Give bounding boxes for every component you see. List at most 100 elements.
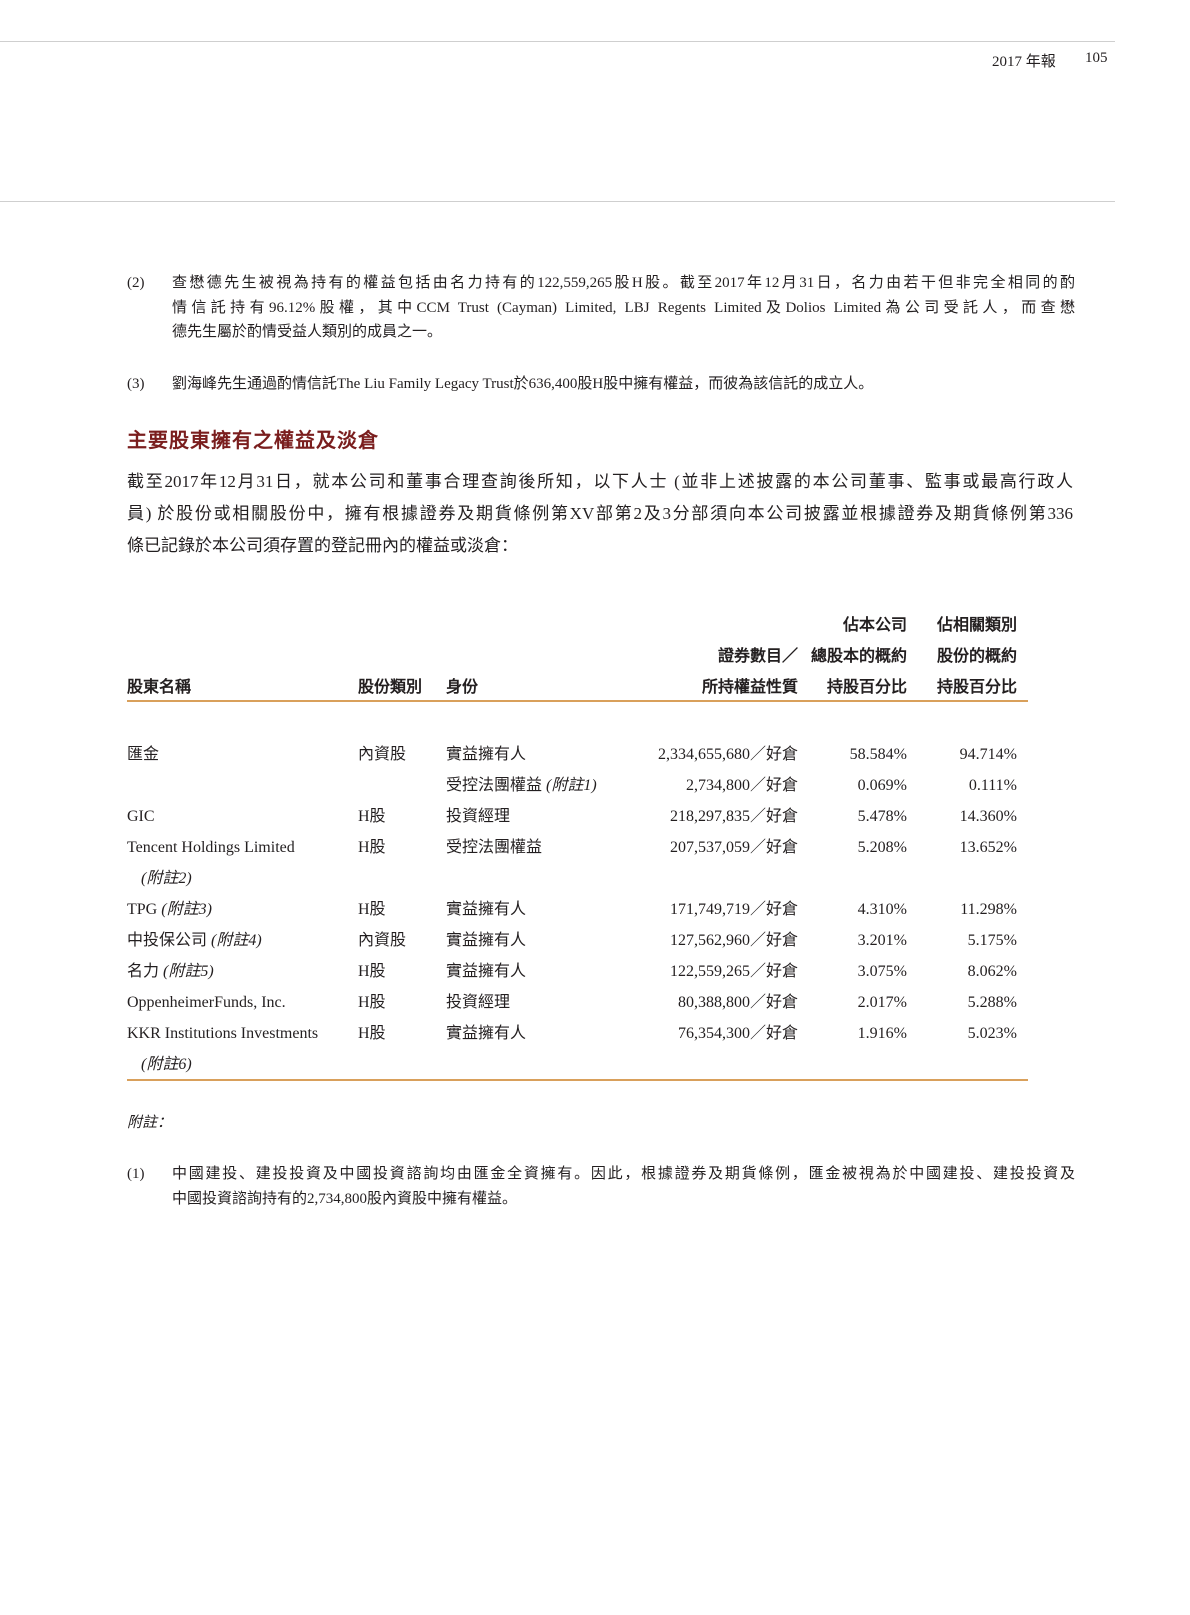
pct-total: 5.208%: [857, 839, 907, 856]
note-ref: (附註2): [141, 870, 192, 887]
intro-line: 條已記錄於本公司須存置的登記冊內的權益或淡倉：: [127, 536, 518, 555]
note-number: (3): [127, 376, 145, 392]
top-rule: [0, 41, 1115, 42]
table-row: OppenheimerFunds, Inc. H股 投資經理 80,388,800／好…: [127, 987, 1028, 1018]
shares-held: 2,334,655,680／好倉: [657, 746, 798, 763]
intro-paragraph: 截至2017年12月31日，就本公司和董事合理查詢後所知，以下人士 (並非上述披…: [127, 466, 1073, 562]
share-class: H股: [358, 808, 386, 825]
pct-class: 5.288%: [967, 994, 1017, 1011]
footnote-1: (1) 中國建投、建投投資及中國投資諮詢均由匯金全資擁有。因此，根據證券及期貨條…: [127, 1162, 1075, 1211]
capacity: 實益擁有人: [446, 901, 527, 918]
note-line: 中國建投、建投投資及中國投資諮詢均由匯金全資擁有。因此，根據證券及期貨條例，匯金…: [172, 1166, 1075, 1182]
capacity: 受控法團權益: [446, 777, 543, 794]
intro-line: 員) 於股份或相關股份中，擁有根據證券及期貨條例第XV部第2及3分部須向本公司披…: [127, 504, 1073, 523]
share-class: H股: [358, 839, 386, 856]
intro-line: 截至2017年12月31日，就本公司和董事合理查詢後所知，以下人士 (並非上述披…: [127, 472, 1073, 491]
note-line: 劉海峰先生通過酌情信託The Liu Family Legacy Trust於6…: [172, 376, 874, 392]
pct-class: 0.111%: [968, 777, 1017, 794]
header-rule: [127, 700, 1028, 702]
pct-total: 58.584%: [849, 746, 907, 763]
pct-total: 0.069%: [857, 777, 907, 794]
shareholder-name: TPG: [127, 901, 158, 918]
capacity: 投資經理: [446, 808, 511, 825]
shares-held: 122,559,265／好倉: [669, 963, 798, 980]
capacity: 實益擁有人: [446, 963, 527, 980]
section-title: 主要股東擁有之權益及淡倉: [127, 430, 379, 452]
table-bottom-rule: [127, 1079, 1028, 1081]
pct-class: 14.360%: [959, 808, 1017, 825]
capacity: 實益擁有人: [446, 932, 527, 949]
share-class: H股: [358, 901, 386, 918]
shares-held: 171,749,719／好倉: [669, 901, 798, 918]
header-pct-total: 持股百分比: [826, 679, 907, 696]
capacity: 投資經理: [446, 994, 511, 1011]
note-ref: (附註1): [546, 777, 597, 794]
header-bottom-rule: [0, 201, 1115, 202]
share-class: 內資股: [358, 746, 407, 763]
header-pct-class: 佔相關類別: [936, 617, 1017, 634]
pct-total: 3.075%: [857, 963, 907, 980]
header-class: 股份類別: [358, 679, 423, 696]
header-pct-total: 佔本公司: [842, 617, 907, 634]
note-number: (1): [127, 1166, 145, 1182]
pct-class: 5.023%: [967, 1025, 1017, 1042]
shares-held: 76,354,300／好倉: [677, 1025, 798, 1042]
note-line: 情信託持有96.12%股權，其中CCM Trust (Cayman) Limit…: [172, 299, 1075, 316]
shares-held: 207,537,059／好倉: [669, 839, 798, 856]
page-number: 105: [1085, 50, 1108, 66]
note-ref: (附註3): [161, 901, 212, 918]
pct-class: 94.714%: [959, 746, 1017, 763]
table-row: 中投保公司 (附註4) 內資股 實益擁有人 127,562,960／好倉 3.201% 5…: [127, 925, 1028, 956]
report-title: 2017 年報: [992, 54, 1056, 70]
table-row: Tencent Holdings Limited (附註2) H股 受控法團權益 207…: [127, 832, 1028, 887]
header-pct-total: 總股本的概約: [810, 648, 907, 665]
capacity: 實益擁有人: [446, 1025, 527, 1042]
shares-held: 80,388,800／好倉: [677, 994, 798, 1011]
note-line: 德先生屬於酌情受益人類別的成員之一。: [172, 324, 443, 340]
pct-class: 5.175%: [967, 932, 1017, 949]
share-class: H股: [358, 994, 386, 1011]
pct-total: 3.201%: [857, 932, 907, 949]
header-pct-class: 股份的概約: [936, 648, 1017, 665]
header-capacity: 身份: [446, 679, 479, 696]
table-row: 受控法團權益 (附註1) 2,734,800／好倉 0.069% 0.111%: [127, 770, 1028, 801]
capacity: 受控法團權益: [446, 839, 543, 856]
pct-total: 1.916%: [857, 1025, 907, 1042]
shareholder-name: 匯金: [127, 746, 160, 763]
note-number: (2): [127, 275, 145, 291]
pct-class: 8.062%: [967, 963, 1017, 980]
shares-held: 127,562,960／好倉: [669, 932, 798, 949]
table-row: 名力 (附註5) H股 實益擁有人 122,559,265／好倉 3.075% 8.062…: [127, 956, 1028, 987]
footnotes-label: 附註：: [127, 1115, 173, 1131]
note-ref: (附註5): [163, 963, 214, 980]
header-shares: 所持權益性質: [701, 679, 798, 696]
shares-held: 218,297,835／好倉: [669, 808, 798, 825]
pct-total: 4.310%: [857, 901, 907, 918]
note-ref: (附註6): [141, 1056, 192, 1073]
note-line: 查懋德先生被視為持有的權益包括由名力持有的122,559,265股H股。截至20…: [172, 275, 1075, 291]
share-class: H股: [358, 1025, 386, 1042]
shareholder-name: 中投保公司: [127, 932, 208, 949]
note-2: (2) 查懋德先生被視為持有的權益包括由名力持有的122,559,265股H股。…: [127, 271, 1075, 345]
pct-total: 5.478%: [857, 808, 907, 825]
note-ref: (附註4): [211, 932, 262, 949]
table-row: TPG (附註3) H股 實益擁有人 171,749,719／好倉 4.310% 11.2…: [127, 894, 1028, 925]
shareholder-name: OppenheimerFunds, Inc.: [127, 994, 286, 1011]
table-row: GIC H股 投資經理 218,297,835／好倉 5.478% 14.360%: [127, 801, 1028, 832]
header-name: 股東名稱: [127, 679, 192, 696]
shareholder-name: 名力: [127, 963, 160, 980]
pct-class: 11.298%: [960, 901, 1017, 918]
note-line: 中國投資諮詢持有的2,734,800股內資股中擁有權益。: [172, 1190, 518, 1207]
header-pct-class: 持股百分比: [936, 679, 1017, 696]
shareholder-name: Tencent Holdings Limited: [127, 839, 295, 856]
table-row: KKR Institutions Investments (附註6) H股 實益擁有人…: [127, 1018, 1028, 1073]
share-class: H股: [358, 963, 386, 980]
note-3: (3) 劉海峰先生通過酌情信託The Liu Family Legacy Tru…: [127, 372, 1075, 397]
shares-held: 2,734,800／好倉: [685, 777, 798, 794]
pct-class: 13.652%: [959, 839, 1017, 856]
pct-total: 2.017%: [857, 994, 907, 1011]
shareholder-name: GIC: [127, 808, 155, 825]
header-shares: 證券數目／: [717, 648, 798, 665]
table-row: 匯金 內資股 實益擁有人 2,334,655,680／好倉 58.584% 94.714%: [127, 739, 1028, 770]
share-class: 內資股: [358, 932, 407, 949]
